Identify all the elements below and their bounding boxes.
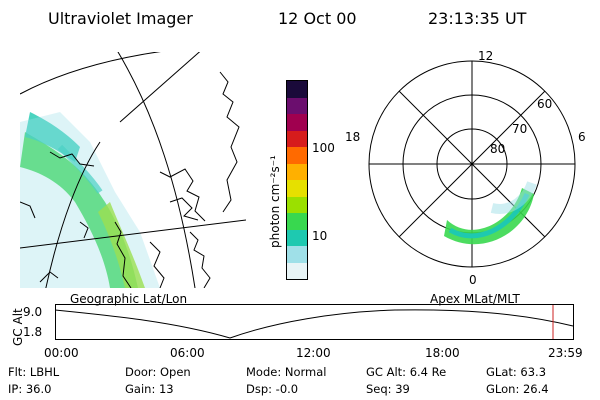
mlt-label-0: 0 [469, 273, 477, 287]
status-glon: GLon: 26.4 [486, 382, 549, 396]
geographic-image-panel [20, 52, 246, 288]
polar-plot: 12 18 6 0 60 70 80 [345, 49, 586, 287]
status-gain: Gain: 13 [125, 382, 174, 396]
mlt-label-18: 18 [345, 130, 360, 144]
auroral-oval [444, 188, 534, 245]
observation-time: 23:13:35 UT [428, 9, 527, 28]
gc-alt-tick-9: 9.0 [23, 305, 43, 319]
status-glat: GLat: 63.3 [486, 365, 547, 379]
colorbar-segment [287, 262, 307, 279]
colorbar-segment [287, 180, 307, 197]
instrument-title: Ultraviolet Imager [48, 9, 193, 28]
observation-date: 12 Oct 00 [278, 9, 357, 28]
status-gc-alt: GC Alt: 6.4 Re [366, 365, 447, 379]
x-tick-0000: 00:00 [44, 346, 79, 360]
colorbar [286, 80, 308, 280]
colorbar-segment [287, 163, 307, 180]
aurora-emission-region [20, 132, 138, 288]
x-tick-1200: 12:00 [296, 346, 331, 360]
colorbar-segment [287, 114, 307, 131]
lat-label-70: 70 [512, 122, 527, 136]
status-mode: Mode: Normal [246, 365, 327, 379]
x-tick-1800: 18:00 [425, 346, 460, 360]
status-dsp: Dsp: -0.0 [246, 382, 299, 396]
geographic-caption: Geographic Lat/Lon [70, 292, 188, 306]
colorbar-tick-100: 100 [312, 141, 335, 155]
colorbar-segment [287, 229, 307, 246]
colorbar-segment [287, 97, 307, 114]
colorbar-segment [287, 147, 307, 164]
colorbar-segment [287, 81, 307, 98]
status-ip: IP: 36.0 [8, 382, 52, 396]
lat-label-80: 80 [490, 142, 505, 156]
lat-label-60: 60 [537, 97, 552, 111]
gc-alt-tick-1-8: 1.8 [23, 325, 43, 339]
mlt-label-12: 12 [478, 49, 493, 63]
x-tick-2359: 23:59 [548, 346, 583, 360]
colorbar-segment [287, 246, 307, 263]
colorbar-segment [287, 196, 307, 213]
colorbar-segment [287, 213, 307, 230]
status-filter: Flt: LBHL [8, 365, 60, 379]
colorbar-segment [287, 130, 307, 147]
colorbar-tick-10: 10 [312, 229, 328, 243]
apex-caption: Apex MLat/MLT [430, 292, 520, 306]
status-seq: Seq: 39 [366, 382, 410, 396]
colorbar-unit-label: photon cm⁻²s⁻¹ [268, 155, 282, 248]
mlt-label-6: 6 [578, 130, 586, 144]
x-tick-0600: 06:00 [170, 346, 205, 360]
status-door: Door: Open [125, 365, 191, 379]
altitude-plot [55, 304, 574, 340]
altitude-curve [55, 309, 574, 339]
